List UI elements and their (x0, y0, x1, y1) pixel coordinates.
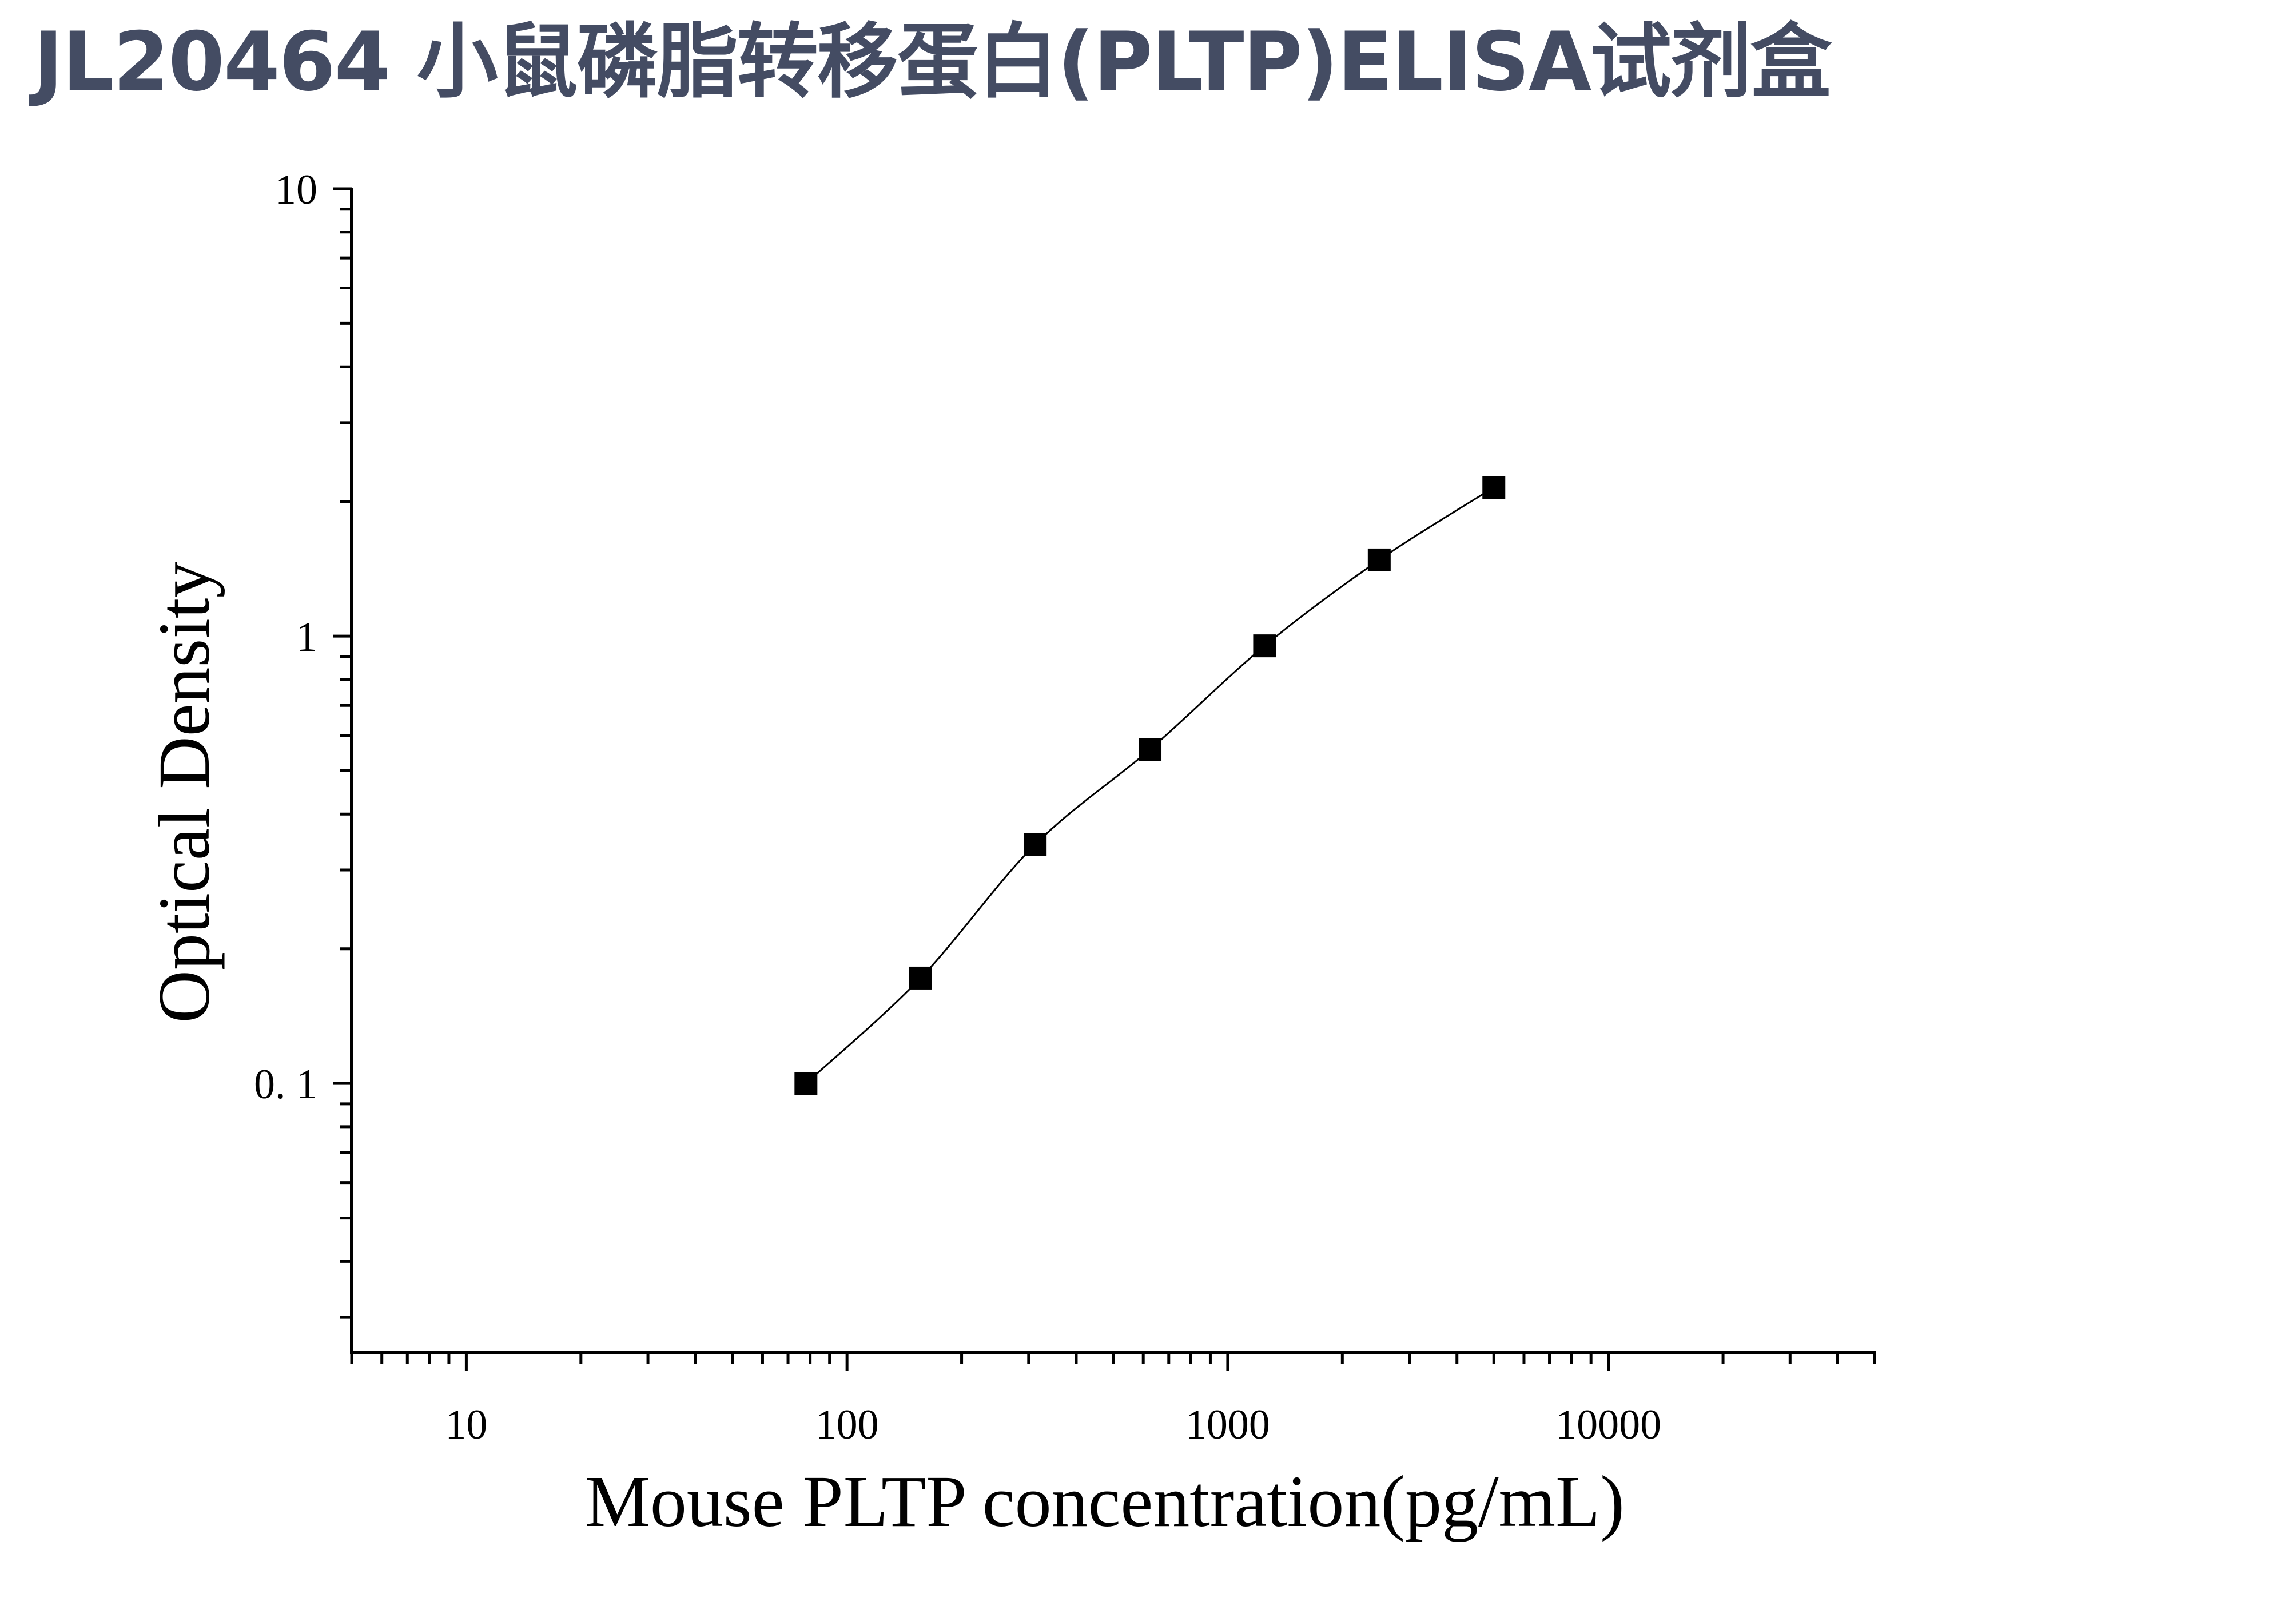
y-axis-ticks: 0. 1 1 10 (254, 166, 352, 1319)
y-tick-label: 0. 1 (254, 1061, 317, 1108)
fit-curve (805, 486, 1495, 1084)
axes (350, 188, 1876, 1354)
y-axis-title: Optical Density (144, 562, 225, 1023)
y-tick-label: 1 (296, 614, 317, 661)
data-point (1024, 833, 1047, 856)
y-tick-label: 10 (275, 166, 317, 213)
data-point (1139, 738, 1162, 761)
x-tick-label: 10000 (1555, 1401, 1661, 1448)
data-points (794, 476, 1506, 1095)
data-point (1253, 634, 1276, 658)
x-axis-title: Mouse PLTP concentration(pg/mL) (585, 1461, 1625, 1542)
data-point (794, 1072, 818, 1095)
data-point (1367, 548, 1391, 571)
x-tick-label: 100 (815, 1401, 879, 1448)
data-point (909, 966, 932, 990)
x-tick-label: 1000 (1185, 1401, 1270, 1448)
page-title: JL20464 小鼠磷脂转移蛋白(PLTP)ELISA试剂盒 (33, 15, 1832, 109)
fit-curve-layer (805, 486, 1495, 1084)
data-point (1482, 476, 1506, 499)
x-tick-label: 10 (445, 1401, 487, 1448)
x-axis-ticks: 10 100 1000 10000 (350, 1353, 1876, 1448)
